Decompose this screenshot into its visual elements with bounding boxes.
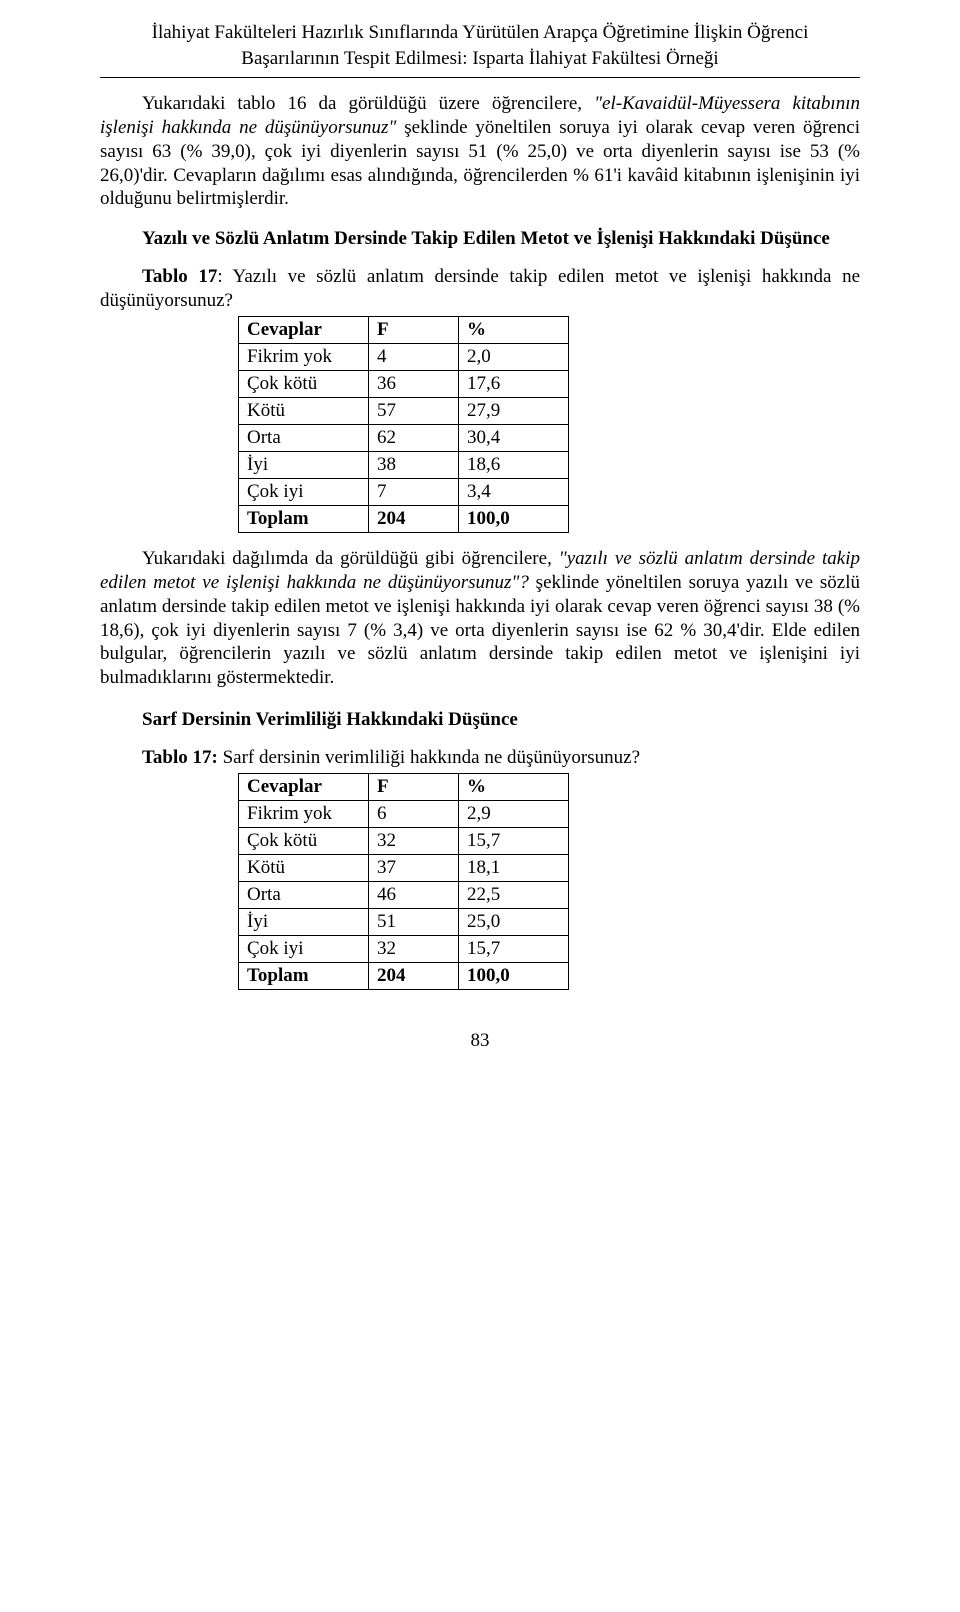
table-cell: Kötü — [247, 857, 285, 878]
table-cell: Orta — [247, 884, 281, 905]
table-cell: Toplam — [247, 965, 309, 986]
table-cell: Kötü — [247, 400, 285, 421]
table-cell: İyi — [247, 454, 268, 475]
page-header: İlahiyat Fakülteleri Hazırlık Sınıfların… — [100, 20, 860, 78]
table-cell: 15,7 — [467, 830, 500, 851]
section-heading-2: Sarf Dersinin Verimliliği Hakkındaki Düş… — [142, 708, 860, 732]
table-header-cell: % — [467, 319, 486, 340]
table-17b: Cevaplar F % Fikrim yok 6 2,9 Çok kötü 3… — [238, 773, 569, 990]
table-row: Fikrim yok 4 2,0 — [239, 344, 569, 371]
table-cell: 3,4 — [467, 481, 491, 502]
table-cell: 32 — [377, 830, 396, 851]
table-header-cell: F — [377, 319, 389, 340]
table-cell: Fikrim yok — [247, 346, 332, 367]
table-row: Çok iyi 32 15,7 — [239, 936, 569, 963]
table-cell: 30,4 — [467, 427, 500, 448]
table-cell: 32 — [377, 938, 396, 959]
paragraph-1: Yukarıdaki tablo 16 da görüldüğü üzere ö… — [100, 92, 860, 211]
table-cell: 15,7 — [467, 938, 500, 959]
table-header-cell: F — [377, 776, 389, 797]
table-cell: Çok iyi — [247, 481, 303, 502]
table-header-cell: % — [467, 776, 486, 797]
table-cell: 25,0 — [467, 911, 500, 932]
para2-text-a: Yukarıdaki dağılımda da görüldüğü gibi ö… — [142, 548, 559, 569]
table-header-cell: Cevaplar — [247, 319, 322, 340]
table-cell: Çok kötü — [247, 373, 317, 394]
table-row-total: Toplam 204 100,0 — [239, 963, 569, 990]
table-cell: Çok kötü — [247, 830, 317, 851]
paragraph-2: Yukarıdaki dağılımda da görüldüğü gibi ö… — [100, 547, 860, 690]
table-17b-label: Tablo 17: — [142, 747, 218, 768]
table-cell: 7 — [377, 481, 387, 502]
table-cell: 2,0 — [467, 346, 491, 367]
table-cell: 51 — [377, 911, 396, 932]
table-cell: 2,9 — [467, 803, 491, 824]
table-row: Çok kötü 36 17,6 — [239, 371, 569, 398]
table-cell: 204 — [377, 508, 406, 529]
table-cell: 38 — [377, 454, 396, 475]
table-17a: Cevaplar F % Fikrim yok 4 2,0 Çok kötü 3… — [238, 316, 569, 533]
table-cell: 100,0 — [467, 508, 510, 529]
table-cell: 37 — [377, 857, 396, 878]
table-cell: 18,6 — [467, 454, 500, 475]
table-cell: Toplam — [247, 508, 309, 529]
table-cell: İyi — [247, 911, 268, 932]
table-cell: Çok iyi — [247, 938, 303, 959]
para1-text-a: Yukarıdaki tablo 16 da görüldüğü üzere ö… — [142, 93, 594, 114]
table-cell: 100,0 — [467, 965, 510, 986]
page-number: 83 — [100, 1030, 860, 1052]
table-cell: 46 — [377, 884, 396, 905]
table-cell: 27,9 — [467, 400, 500, 421]
table-row: Orta 62 30,4 — [239, 425, 569, 452]
table-row: İyi 51 25,0 — [239, 909, 569, 936]
table-cell: 22,5 — [467, 884, 500, 905]
table-row: Fikrim yok 6 2,9 — [239, 801, 569, 828]
table-cell: 36 — [377, 373, 396, 394]
header-line-2: Başarılarının Tespit Edilmesi: Isparta İ… — [241, 48, 718, 69]
header-line-1: İlahiyat Fakülteleri Hazırlık Sınıfların… — [152, 22, 809, 43]
table-17a-caption: Tablo 17: Yazılı ve sözlü anlatım dersin… — [100, 265, 860, 313]
table-cell: 62 — [377, 427, 396, 448]
table-cell: Orta — [247, 427, 281, 448]
table-cell: 6 — [377, 803, 387, 824]
table-header-cell: Cevaplar — [247, 776, 322, 797]
table-row: Kötü 37 18,1 — [239, 855, 569, 882]
table-row: Çok iyi 7 3,4 — [239, 479, 569, 506]
table-row: Cevaplar F % — [239, 774, 569, 801]
table-17b-caption: Tablo 17: Sarf dersinin verimliliği hakk… — [100, 746, 860, 770]
table-row: Orta 46 22,5 — [239, 882, 569, 909]
table-17a-label: Tablo 17 — [142, 266, 217, 287]
table-cell: 57 — [377, 400, 396, 421]
table-row: Çok kötü 32 15,7 — [239, 828, 569, 855]
table-cell: Fikrim yok — [247, 803, 332, 824]
table-cell: 204 — [377, 965, 406, 986]
table-cell: 4 — [377, 346, 387, 367]
table-row: İyi 38 18,6 — [239, 452, 569, 479]
section-heading-1: Yazılı ve Sözlü Anlatım Dersinde Takip E… — [100, 227, 860, 251]
table-row: Cevaplar F % — [239, 317, 569, 344]
table-17b-caption-text: Sarf dersinin verimliliği hakkında ne dü… — [218, 747, 640, 768]
table-row-total: Toplam 204 100,0 — [239, 506, 569, 533]
page-container: İlahiyat Fakülteleri Hazırlık Sınıfların… — [0, 0, 960, 1092]
table-row: Kötü 57 27,9 — [239, 398, 569, 425]
table-cell: 17,6 — [467, 373, 500, 394]
table-cell: 18,1 — [467, 857, 500, 878]
